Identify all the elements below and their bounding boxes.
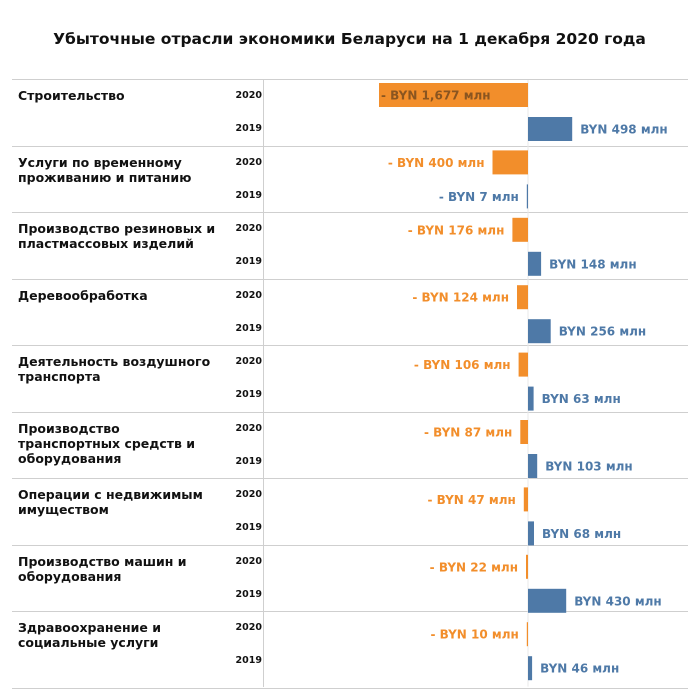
bar-value-label: - BYN 176 млн xyxy=(408,223,505,237)
sector-label: Деятельность воздушного транспорта xyxy=(18,354,211,384)
year-label: 2020 xyxy=(235,489,262,500)
bar-value-label: - BYN 124 млн xyxy=(412,291,509,305)
year-label: 2020 xyxy=(235,289,262,301)
bar-value-label: - BYN 47 млн xyxy=(427,493,515,507)
bar-2019 xyxy=(528,386,534,411)
bar-2020 xyxy=(526,554,528,579)
year-label: 2019 xyxy=(235,322,262,334)
sector-rows: Строительство 2020 2019 Услуги по временном… xyxy=(12,80,688,679)
sector-label: Операции с недвижимым имуществом xyxy=(18,487,203,517)
bar-2019 xyxy=(528,454,538,478)
bar-2019 xyxy=(528,251,542,276)
sector-label: Производство резиновых и пластмассовых и… xyxy=(18,221,216,251)
bar-value-label: - BYN 106 млн xyxy=(414,358,511,372)
bar-2019 xyxy=(528,117,573,141)
sector-label: Услуги по временному проживанию и питани… xyxy=(18,154,192,185)
sector-row: Операции с недвижимым имуществом 2020 2019 xyxy=(12,479,688,546)
year-label: 2019 xyxy=(235,655,262,666)
sector-label: Деревообработка xyxy=(18,287,148,303)
bar-2020 xyxy=(517,285,528,310)
bar-value-label: BYN 430 млн xyxy=(574,594,662,608)
bar-2020 xyxy=(379,83,528,107)
sector-row: Деятельность воздушного транспорта 2020 20… xyxy=(12,346,688,413)
year-label: 2020 xyxy=(235,90,262,101)
year-label: 2020 xyxy=(235,156,262,168)
sector-label: Производство транспортных средств и обор… xyxy=(18,420,196,466)
sector-row: Производство машин и оборудования 2020 201… xyxy=(12,546,688,612)
bar-value-label: - BYN 400 млн xyxy=(388,156,485,170)
bar-value-label: - BYN 7 млн xyxy=(439,190,519,204)
year-label: 2020 xyxy=(235,422,262,434)
bar-2020 xyxy=(518,352,528,377)
bar-2020 xyxy=(523,487,528,512)
sector-label: Здравоохранение и социальные услуги xyxy=(18,620,161,650)
bar-value-label: BYN 103 млн xyxy=(545,460,633,474)
bar-2019 xyxy=(526,184,528,209)
chart-frame xyxy=(12,79,688,689)
year-label: 2019 xyxy=(235,588,262,600)
sector-row: Деревообработка 2020 2019 xyxy=(12,280,688,346)
chart-title: Убыточные отрасли экономики Беларуси на … xyxy=(53,30,646,48)
sector-row: Услуги по временному проживанию и питани… xyxy=(12,147,688,213)
year-label: 2019 xyxy=(235,256,262,267)
bar-value-label: BYN 68 млн xyxy=(542,527,621,541)
bar-value-label: - BYN 22 млн xyxy=(430,560,518,574)
bar-2020 xyxy=(520,420,528,444)
bar-2019 xyxy=(528,521,534,546)
year-label: 2019 xyxy=(235,189,262,201)
sector-row: Производство транспортных средств и обор… xyxy=(12,413,688,479)
year-label: 2019 xyxy=(235,455,262,467)
bar-2020 xyxy=(492,150,528,175)
sector-label: Строительство xyxy=(18,88,125,103)
bar-value-label: BYN 256 млн xyxy=(559,325,647,339)
sector-row: Здравоохранение и социальные услуги 2020 2… xyxy=(12,612,688,679)
year-label: 2019 xyxy=(235,522,262,533)
bar-value-label: - BYN 87 млн xyxy=(424,426,512,440)
bar-2019 xyxy=(528,656,533,681)
sector-row: Строительство 2020 2019 xyxy=(12,80,688,147)
bar-value-label: - BYN 1,677 млн xyxy=(381,89,491,103)
bar-2020 xyxy=(512,217,528,242)
bar-2019 xyxy=(528,319,551,344)
year-label: 2020 xyxy=(235,555,262,567)
bar-2019 xyxy=(528,588,567,613)
label-column-divider xyxy=(263,79,264,687)
sector-label: Производство машин и оборудования xyxy=(18,553,187,584)
bar-value-label: BYN 63 млн xyxy=(542,392,621,406)
year-label: 2020 xyxy=(235,356,262,367)
bar-value-label: BYN 46 млн xyxy=(540,662,619,676)
bar-value-label: - BYN 10 млн xyxy=(430,628,518,642)
year-label: 2019 xyxy=(235,389,262,400)
bar-value-label: BYN 498 млн xyxy=(580,123,668,137)
year-label: 2020 xyxy=(235,622,262,633)
bar-value-label: BYN 148 млн xyxy=(549,257,637,271)
sector-row: Производство резиновых и пластмассовых и… xyxy=(12,213,688,280)
year-label: 2019 xyxy=(235,123,262,134)
year-label: 2020 xyxy=(235,223,262,234)
bar-2020 xyxy=(526,622,528,647)
